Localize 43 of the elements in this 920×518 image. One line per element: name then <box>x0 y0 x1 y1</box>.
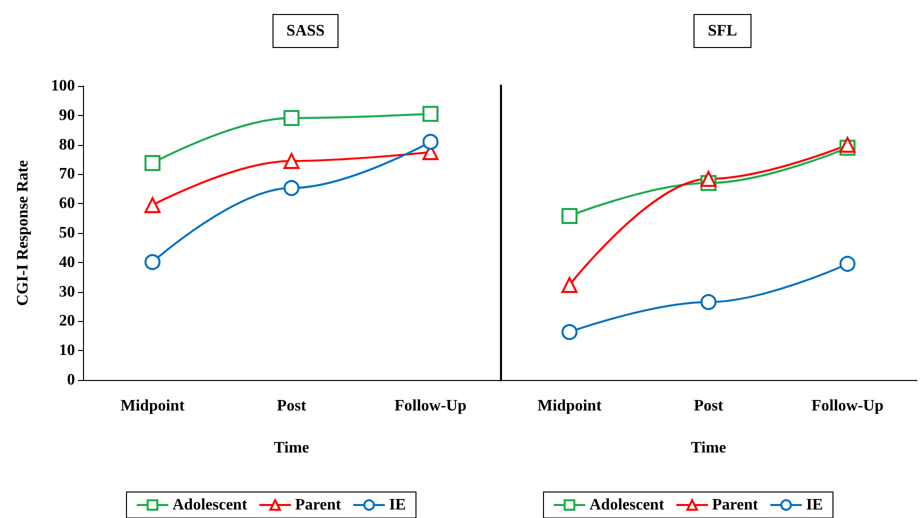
legend-label: Parent <box>712 496 759 514</box>
x-tick-label: Follow-Up <box>812 398 884 414</box>
legend-label: IE <box>389 496 406 514</box>
point <box>422 134 438 150</box>
point <box>700 170 716 187</box>
point <box>840 256 856 272</box>
x-tick-label: Follow-Up <box>394 398 467 414</box>
x-tick-label: Post <box>694 398 724 414</box>
y-tick-label: 40 <box>59 254 75 271</box>
x-axis-title: Time <box>274 440 310 456</box>
legend-label: Parent <box>295 496 342 514</box>
point <box>422 106 438 122</box>
y-tick-label: 90 <box>59 106 75 124</box>
legend-label: IE <box>806 496 823 514</box>
x-tick-label: Midpoint <box>120 398 186 414</box>
legend-label: Adolescent <box>590 496 665 514</box>
y-tick-label: 60 <box>59 195 75 212</box>
point <box>284 110 300 126</box>
y-tick-label: 10 <box>59 342 75 360</box>
point <box>562 324 578 340</box>
y-tick-label: 80 <box>59 136 75 154</box>
point <box>840 136 856 153</box>
chart-title: SASS <box>286 22 325 40</box>
point <box>144 254 160 270</box>
point <box>284 152 300 169</box>
legend-label: Adolescent <box>172 496 248 514</box>
x-tick-label: Post <box>276 398 307 414</box>
chart-title: SFL <box>708 22 738 40</box>
y-tick-label: 70 <box>59 166 75 183</box>
y-tick-label: 0 <box>67 372 75 388</box>
point <box>562 277 578 294</box>
y-axis-title: CGI-I Response Rate <box>14 160 32 306</box>
point <box>144 155 160 172</box>
y-tick-label: 50 <box>59 224 75 242</box>
point <box>562 208 578 224</box>
point <box>144 197 160 214</box>
point <box>284 180 300 196</box>
y-tick-label: 20 <box>59 312 75 330</box>
y-tick-label: 30 <box>59 283 75 300</box>
x-tick-label: Midpoint <box>537 398 602 414</box>
y-tick-label: 100 <box>51 78 75 94</box>
point <box>700 294 716 310</box>
x-axis-title: Time <box>690 440 726 456</box>
